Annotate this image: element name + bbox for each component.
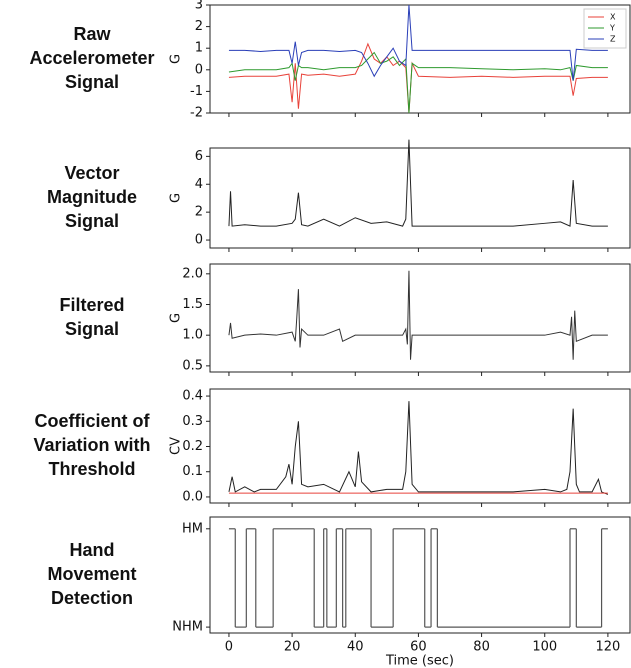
x-axis-label: Time (sec) [385, 654, 454, 668]
signal-line [228, 4, 608, 81]
y-tick-label: 0.2 [182, 439, 203, 454]
panel-title: Vector [64, 163, 119, 183]
y-tick-label: 2 [195, 205, 203, 220]
y-tick-label: HM [182, 521, 203, 536]
y-tick-label: 2.0 [182, 266, 203, 281]
y-tick-label: 4 [195, 177, 203, 192]
legend-label: X [610, 13, 616, 22]
signal-line [228, 139, 608, 227]
y-axis-label: G [169, 313, 184, 323]
y-tick-label: 2 [195, 19, 203, 34]
y-tick-label: 0.3 [182, 414, 203, 429]
x-tick-label: 40 [347, 640, 364, 655]
panel-title: Detection [51, 588, 133, 608]
plot-frame [209, 4, 631, 114]
legend-label: Y [609, 24, 615, 33]
panel-title: Signal [65, 319, 119, 339]
y-axis-label: G [169, 54, 184, 64]
y-tick-label: 6 [195, 149, 203, 164]
y-tick-label: 0.1 [182, 464, 203, 479]
panel-title: Raw [73, 24, 111, 44]
y-tick-label: NHM [172, 620, 203, 635]
panel-title: Signal [65, 72, 119, 92]
y-tick-label: 0.4 [182, 389, 203, 404]
plot-frame [209, 516, 631, 634]
legend-label: Z [610, 35, 616, 44]
y-tick-label: 1 [195, 41, 203, 56]
signal-line [228, 51, 608, 114]
y-tick-label: -1 [190, 84, 203, 99]
panel-title: Movement [47, 564, 136, 584]
signal-line [228, 401, 609, 495]
plot-frame [209, 263, 631, 373]
y-tick-label: 0.0 [182, 489, 203, 504]
panel-title: Accelerometer [29, 48, 154, 68]
y-tick-label: 1.0 [182, 328, 203, 343]
y-axis-label: G [169, 193, 184, 203]
panel-title: Signal [65, 211, 119, 231]
panel-title: Coefficient of [35, 411, 151, 431]
plot-frame [209, 388, 631, 504]
y-axis-label: CV [169, 437, 184, 455]
x-tick-label: 20 [284, 640, 301, 655]
x-tick-label: 80 [473, 640, 490, 655]
x-tick-label: 0 [225, 640, 233, 655]
y-tick-label: 0 [195, 233, 203, 248]
y-tick-label: 0.5 [182, 358, 203, 373]
panel-title: Magnitude [47, 187, 137, 207]
panel-title: Variation with [33, 435, 150, 455]
y-tick-label: 0 [195, 62, 203, 77]
x-tick-label: 60 [410, 640, 427, 655]
y-tick-label: 1.5 [182, 297, 203, 312]
panel-title: Filtered [59, 295, 124, 315]
panel-title: Hand [70, 540, 115, 560]
y-tick-label: -2 [190, 106, 203, 121]
panel-title: Threshold [48, 459, 135, 479]
x-tick-label: 120 [595, 640, 620, 655]
y-tick-label: 3 [195, 0, 203, 13]
plot-frame [209, 147, 631, 249]
x-tick-label: 100 [532, 640, 557, 655]
signal-line [228, 42, 608, 114]
signal-line [228, 270, 608, 360]
